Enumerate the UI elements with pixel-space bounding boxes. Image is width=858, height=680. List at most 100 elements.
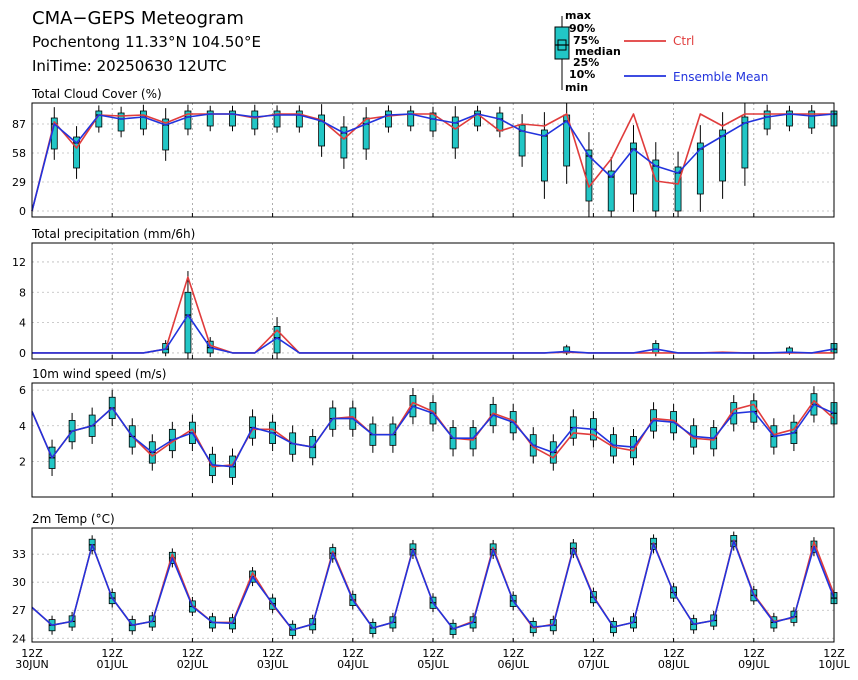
legend-p10: 10% [569,68,595,81]
legend-min: min [565,81,588,94]
xtick-date-label: 06JUL [497,658,529,671]
precip-mean-line [32,314,835,354]
cloud-ytick-label: 29 [12,176,26,189]
xtick-hour-label: 12Z [502,647,524,660]
cloud-boxes [50,103,838,217]
cloud-ctrl-line [31,113,834,212]
line-legend: Ctrl Ensemble Mean [624,34,768,84]
cloud-ytick-label: 0 [19,205,26,218]
xtick-hour-label: 12Z [101,647,123,660]
cloud-box [362,117,370,150]
legend-median: median [575,45,621,58]
time-axis: 12Z30JUN12Z01JUL12Z02JUL12Z03JUL12Z04JUL… [15,647,850,671]
cloud-box [741,116,749,169]
cloud-ytick-label: 58 [12,147,26,160]
wind-panel-title: 10m wind speed (m/s) [32,367,166,381]
xtick-date-label: 02JUL [177,658,209,671]
cloud-box [229,110,236,127]
xtick-hour-label: 12Z [21,647,43,660]
xtick-date-label: 04JUL [337,658,369,671]
cloud-box [607,170,615,212]
cloud-box [162,118,170,151]
chart-title: CMA−GEPS Meteogram [32,8,244,29]
xtick-hour-label: 12Z [422,647,444,660]
xtick-hour-label: 12Z [182,647,204,660]
wind-ctrl-line [31,399,835,468]
temp-mean-line [31,540,835,631]
legend-mean-label: Ensemble Mean [673,70,768,84]
temp-ytick-label: 30 [12,576,26,589]
init-time-label: IniTime: 20250630 12UTC [32,57,227,75]
cloud-box [474,110,481,127]
cloud-box [652,159,660,212]
cloud-box [295,110,303,128]
wind-panel: 10m wind speed (m/s) 2 4 6 [19,367,838,498]
cloud-box [674,166,682,212]
precip-ytick-label: 12 [12,256,26,269]
cloud-box [763,110,771,130]
cloud-box [407,110,415,127]
cloud-box [518,124,526,157]
cloud-box [318,114,326,147]
cloud-box [451,116,459,149]
temp-panel: 2m Temp (°C) 24 27 30 33 [12,512,838,645]
wind-ytick-label: 2 [19,455,26,468]
wind-ytick-label: 4 [19,420,26,433]
xtick-date-label: 01JUL [96,658,128,671]
temp-ytick-label: 24 [12,632,26,645]
precip-box [652,343,660,354]
legend-p75: 75% [573,34,599,47]
cloud-ytick-label: 87 [12,118,26,131]
temp-ytick-label: 27 [12,604,26,617]
xtick-date-label: 07JUL [578,658,610,671]
cloud-box [273,110,281,128]
xtick-hour-label: 12Z [342,647,364,660]
cloud-box [184,110,192,130]
cloud-box [73,136,80,169]
cloud-box [139,110,147,130]
precip-ytick-label: 8 [19,286,26,299]
legend-p90: 90% [569,22,595,35]
cloud-box [340,126,348,159]
cloud-box [696,142,704,195]
cloud-box [719,129,727,182]
cloud-box [117,112,125,132]
precip-ytick-label: 0 [19,347,26,360]
xtick-hour-label: 12Z [823,647,845,660]
cloud-box [385,110,392,128]
precip-boxes [162,271,838,359]
precip-panel-title: Total precipitation (mm/6h) [31,227,195,241]
xtick-hour-label: 12Z [262,647,284,660]
xtick-date-label: 08JUL [658,658,690,671]
cloud-box [630,142,637,195]
xtick-date-label: 05JUL [417,658,449,671]
location-label: Pochentong 11.33°N 104.50°E [32,33,261,51]
cloud-box [496,112,504,132]
legend-max: max [565,9,591,22]
cloud-mean-line [31,113,835,212]
cloud-panel-title: Total Cloud Cover (%) [31,87,162,101]
precip-frame [31,242,835,360]
cloud-panel: Total Cloud Cover (%) 0 29 58 87 [12,87,838,218]
xtick-date-label: 03JUL [257,658,289,671]
box-legend: max 90% 75% median 25% 10% min [554,9,621,94]
wind-boxes [48,386,838,485]
xtick-hour-label: 12Z [663,647,685,660]
temp-boxes [48,531,838,640]
cloud-box [251,110,259,130]
wind-ytick-label: 6 [19,384,26,397]
precip-box [184,291,192,354]
cloud-box [786,110,793,127]
temp-panel-title: 2m Temp (°C) [32,512,115,526]
cloud-box [429,112,437,132]
wind-mean-line [31,403,835,468]
precip-ytick-label: 4 [19,317,26,330]
precip-panel: Total precipitation (mm/6h) 0 4 8 12 [12,227,838,360]
xtick-hour-label: 12Z [583,647,605,660]
xtick-hour-label: 12Z [743,647,765,660]
legend-ctrl-label: Ctrl [673,34,694,48]
xtick-date-label: 09JUL [738,658,770,671]
temp-ytick-label: 33 [12,548,26,561]
xtick-date-label: 30JUN [15,658,49,671]
